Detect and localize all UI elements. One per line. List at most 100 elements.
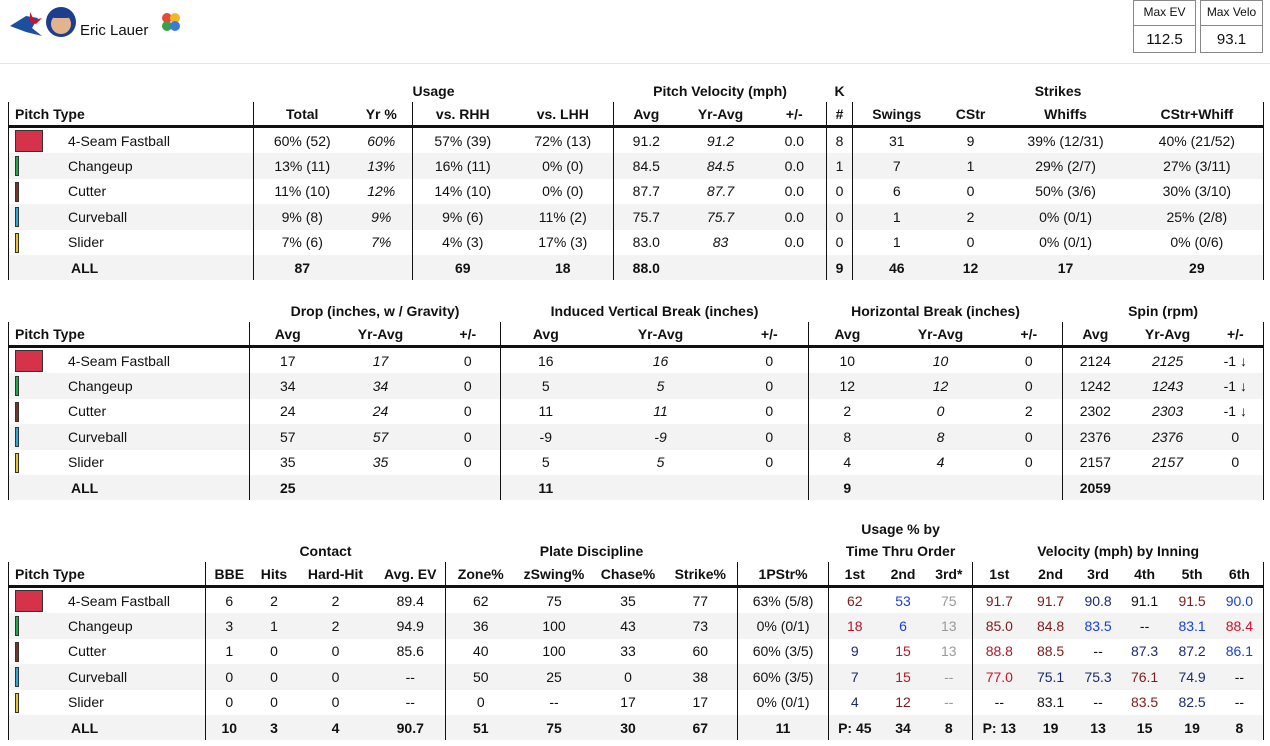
column-header: Avg (808, 322, 886, 348)
column-header: Yr % (350, 102, 413, 128)
pitch-name: 4-Seam Fastball (68, 352, 170, 369)
group-header: Pitch Velocity (mph) (653, 83, 787, 99)
column-header: Hits (252, 562, 296, 588)
cell: 0.0 (762, 153, 827, 179)
cell: -1 ↓ (1207, 346, 1265, 374)
column-header: 2nd (1025, 562, 1076, 588)
cell: 15 (895, 643, 911, 660)
cell (1127, 474, 1208, 501)
header-row: Pitch Type Avg Yr-Avg +/- Avg Yr-Avg +/- Avg Yr-… (8, 322, 1265, 348)
column-header: Avg (249, 322, 326, 348)
cell: 1 (205, 638, 253, 665)
cell: 6 (205, 586, 253, 614)
pitch-type: ALL (8, 714, 206, 741)
pitch-row: Changeup 13% (11) 13% 16% (11) 0% (0) 84.5 84.… (8, 153, 1265, 179)
group-row: Drop (inches, w / Gravity) Induced Vertic… (9, 298, 1264, 322)
cell: 87.7 (706, 183, 735, 200)
cell: -- (405, 694, 415, 711)
cell: 74.9 (1168, 664, 1216, 690)
cell: 36 (445, 613, 516, 639)
stat-label: Max EV (1134, 1, 1195, 26)
stats-table: Contact Plate Discipline Usage % by Time Th… (8, 518, 1265, 741)
cell: 83.1 (1168, 613, 1216, 639)
cell: 4 (808, 449, 886, 475)
cell: 0 (295, 664, 376, 690)
cell: 0% (0/1) (737, 613, 829, 639)
pitch-row: 4-Seam Fastball 6 2 2 89.4 62 75 35 77 63% (5/8) 6… (8, 586, 1265, 614)
cell: 13 (941, 643, 957, 660)
cell: 40% (21/52) (1130, 126, 1265, 154)
pitch-swatch (15, 692, 19, 713)
cell (995, 474, 1063, 501)
column-header: Pitch Type (8, 562, 206, 588)
cell: 5 (656, 454, 665, 471)
header-row: Pitch Type Total Yr % vs. RHH vs. LHH Avg Yr-A… (8, 102, 1265, 128)
pitch-row: Cutter 11% (10) 12% 14% (10) 0% (0) 87.7 87.7 0… (8, 178, 1265, 205)
cell: 83.5 (1130, 694, 1159, 711)
group-header: Drop (inches, w / Gravity) (290, 303, 460, 319)
cell: 8 (885, 424, 996, 450)
group-header: Strikes (1034, 83, 1082, 99)
cell: 0% (0/1) (1039, 234, 1093, 251)
cell: 67 (663, 714, 738, 741)
cell: 25 (515, 664, 593, 690)
pitch-row: Changeup 34 34 0 5 5 0 12 12 0 1242 1243 -1 ↓ (8, 373, 1265, 399)
group-row: Usage Pitch Velocity (mph) K Strikes (9, 78, 1264, 102)
column-header: Hard-Hit (295, 562, 376, 588)
cell: 60 (692, 643, 709, 660)
cell: 7 (828, 664, 881, 690)
cell: 12 (808, 373, 886, 399)
cell: 24 (249, 398, 326, 425)
column-header: +/- (1207, 322, 1265, 348)
cell: 85.0 (972, 613, 1026, 639)
table-head: Usage Pitch Velocity (mph) K Strikes Pitch T… (8, 78, 1265, 128)
cell: 0.0 (784, 132, 805, 149)
cell: 87.3 (1130, 643, 1159, 660)
cell: 2059 (1062, 474, 1128, 501)
stat-label: Max Velo (1201, 1, 1262, 26)
cell: 100 (542, 643, 566, 660)
cell: 4 (828, 689, 881, 715)
cell: 91.1 (1130, 592, 1159, 609)
cell: 16 (500, 346, 591, 374)
cell: 57 (249, 424, 326, 450)
cell: 11 (653, 403, 668, 420)
cell: -- (1093, 694, 1103, 711)
column-header: 1st (972, 562, 1026, 588)
cell (350, 254, 413, 281)
column-header: +/- (435, 322, 501, 348)
stat-value: 112.5 (1146, 31, 1183, 48)
column-header: 5th (1168, 562, 1216, 588)
cell: 0 (463, 352, 472, 369)
pitch-name: Curveball (68, 208, 128, 225)
pitch-type: Changeup (8, 613, 206, 639)
cell: 11% (2) (512, 204, 614, 230)
column-header: Yr-Avg (678, 102, 763, 128)
cell: 4 (936, 454, 945, 471)
column-header: +/- (730, 322, 809, 348)
cell: 17 (249, 346, 326, 374)
pitch-row: Slider 0 0 0 -- 0 -- 17 17 0% (0/1) 4 12 -- -- 83.1 -- 8… (8, 689, 1265, 715)
stats-table: Drop (inches, w / Gravity) Induced Vertic… (8, 298, 1265, 501)
cell: 0% (0/1) (1000, 204, 1131, 230)
cell: 14% (10) (412, 178, 513, 205)
cell: 11 (737, 714, 829, 741)
cell: 8 (925, 714, 973, 741)
cell: 60% (52) (253, 126, 351, 154)
cell: 88.4 (1215, 613, 1265, 639)
cell: 9% (8) (253, 204, 351, 230)
pitch-row: ALL 87 69 18 88.0 9 46 12 17 29 (8, 254, 1265, 281)
cell: 0% (0) (542, 183, 584, 200)
cell: 9% (6) (412, 204, 513, 230)
column-header: Strike% (663, 562, 738, 588)
cell: 91.5 (1178, 592, 1206, 609)
cell: 0 (435, 373, 501, 399)
cell: 88.8 (972, 638, 1026, 665)
pitch-row: 4-Seam Fastball 17 17 0 16 16 0 10 10 0 2124 2125 -1… (8, 346, 1265, 374)
cell: -- (549, 694, 559, 711)
cell: 88.5 (1036, 643, 1065, 660)
cell: 0 (765, 403, 774, 420)
cell: 38 (663, 664, 738, 690)
cell: 75.7 (678, 204, 763, 230)
